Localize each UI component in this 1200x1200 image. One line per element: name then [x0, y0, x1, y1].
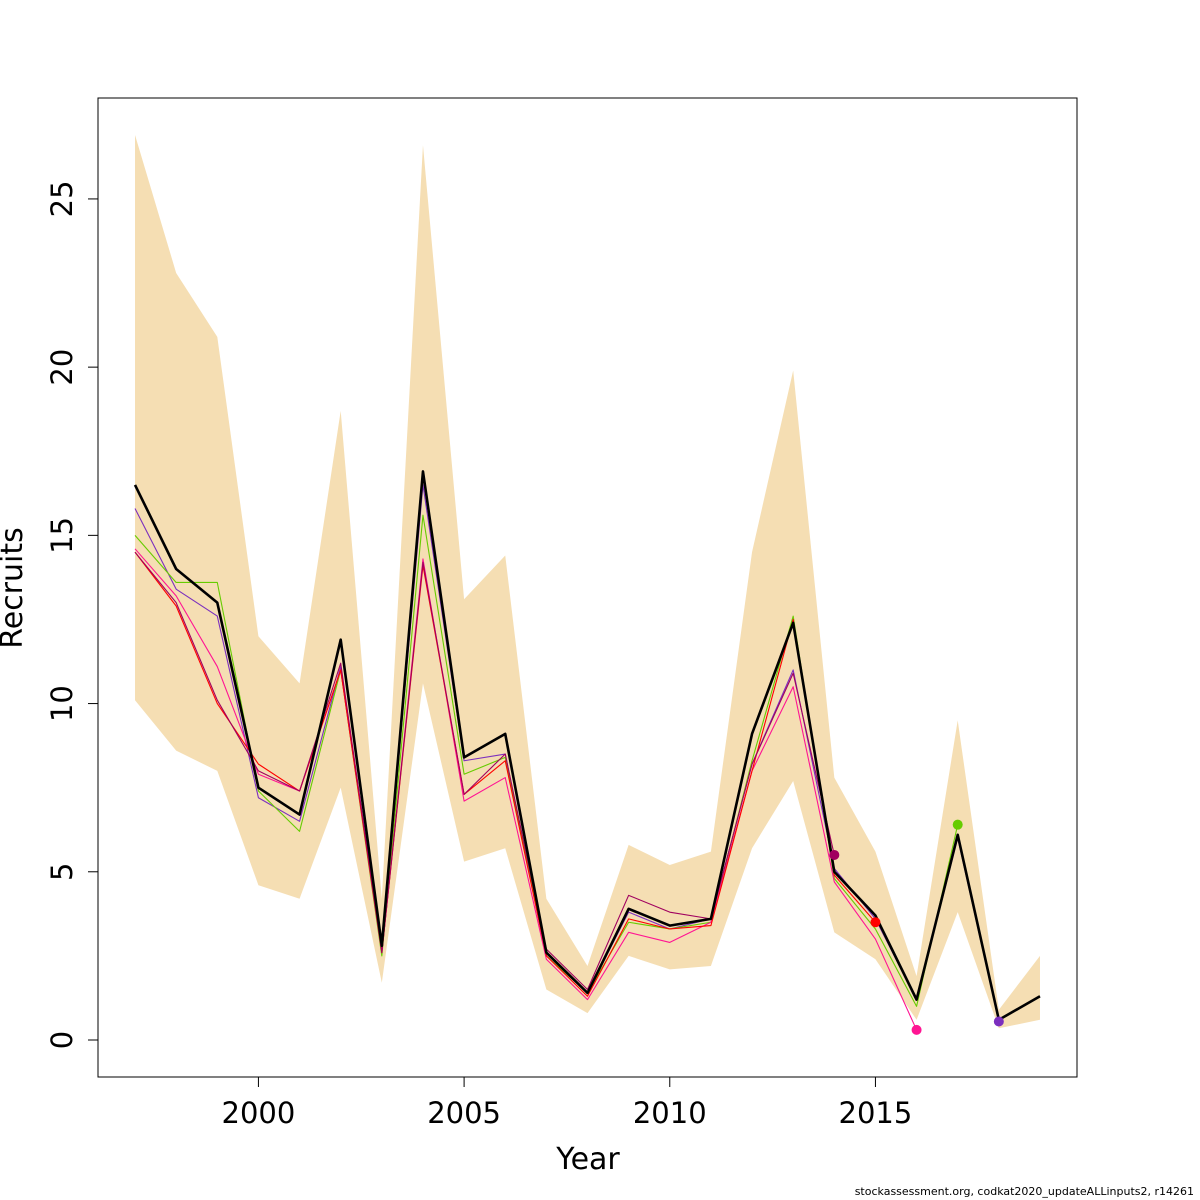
y-tick-label: 15 [45, 517, 79, 554]
band-area [135, 135, 1040, 1029]
x-tick-label: 2010 [633, 1096, 707, 1130]
series-endpoint-3 [911, 1024, 922, 1035]
series-endpoints [829, 819, 1004, 1035]
x-axis-title: Year [555, 1142, 620, 1177]
x-axis: 2000 2005 2010 2015 [222, 1076, 913, 1130]
x-tick-label: 2000 [222, 1096, 296, 1130]
y-tick-label: 10 [45, 685, 79, 722]
series-lines [133, 470, 1041, 1031]
series-endpoint-4 [870, 917, 881, 928]
series-line-3 [134, 548, 918, 1031]
y-axis: 0 5 10 15 20 25 [45, 180, 99, 1049]
x-tick-label: 2005 [427, 1096, 501, 1130]
footer-credit: stockassessment.org, codkat2020_updateAL… [854, 1185, 1194, 1198]
series-line-4 [134, 551, 876, 997]
series-endpoint-1 [993, 1016, 1004, 1027]
series-line-0 [133, 470, 1041, 1022]
y-tick-label: 5 [45, 863, 79, 881]
y-tick-label: 0 [45, 1031, 79, 1049]
y-axis-title: Recruits [0, 527, 30, 649]
y-tick-label: 20 [45, 349, 79, 386]
confidence-band [135, 135, 1040, 1029]
series-endpoint-5 [829, 849, 840, 860]
y-tick-label: 25 [45, 180, 79, 217]
series-endpoint-2 [952, 819, 963, 830]
x-tick-label: 2015 [839, 1096, 913, 1130]
